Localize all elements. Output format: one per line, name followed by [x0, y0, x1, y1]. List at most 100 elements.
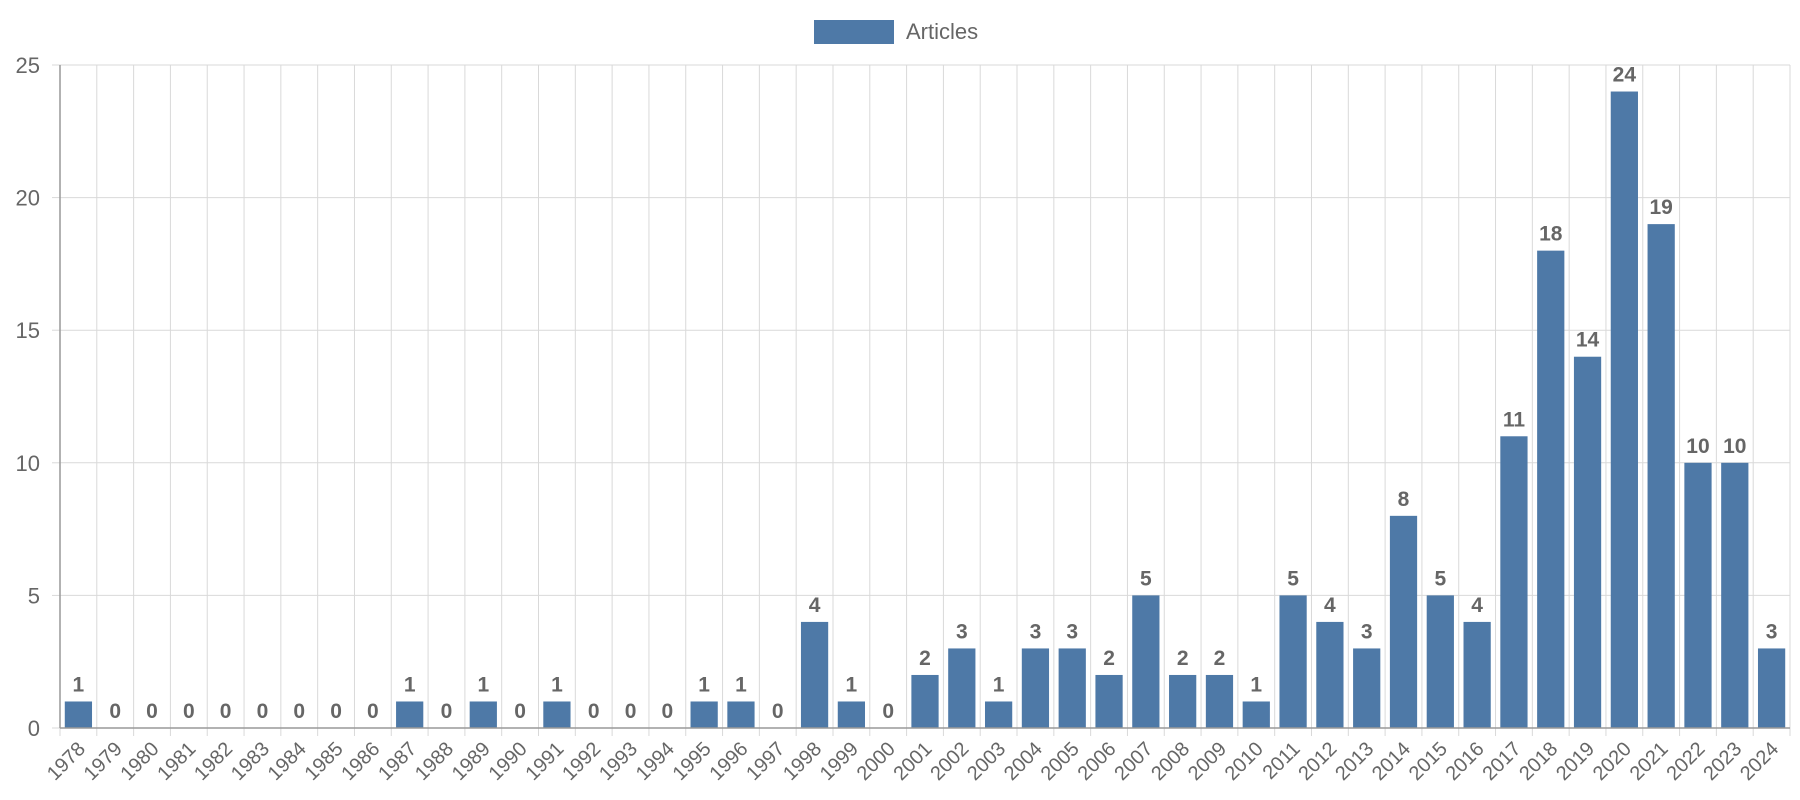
data-label-2013: 3	[1361, 620, 1373, 643]
x-tick-label-1985: 1985	[301, 738, 348, 785]
x-tick-label-2006: 2006	[1074, 738, 1121, 785]
bar-2011	[1279, 595, 1307, 728]
data-label-2004: 3	[1030, 620, 1042, 643]
x-tick-label-1986: 1986	[337, 738, 384, 785]
x-tick-label-1991: 1991	[521, 738, 568, 785]
data-label-2019: 14	[1576, 329, 1600, 352]
bar-2024	[1757, 648, 1786, 728]
data-label-1994: 0	[661, 700, 673, 723]
bar-2009	[1205, 674, 1234, 728]
bar-2003	[984, 701, 1013, 728]
data-label-1997: 0	[772, 700, 784, 723]
x-tick-label-1994: 1994	[632, 738, 679, 785]
x-tick-label-1983: 1983	[227, 738, 274, 785]
x-tick-label-2005: 2005	[1037, 738, 1084, 785]
bar-2004	[1021, 648, 1050, 728]
data-label-1990: 0	[514, 700, 526, 723]
legend-swatch-articles	[814, 20, 894, 44]
bar-2020	[1610, 91, 1638, 728]
data-label-2024: 3	[1766, 620, 1778, 643]
data-label-2018: 18	[1539, 223, 1563, 246]
x-tick-label-1984: 1984	[264, 738, 311, 785]
bar-2012	[1316, 621, 1344, 728]
data-label-2000: 0	[882, 700, 894, 723]
axes	[52, 64, 1790, 729]
data-label-1987: 1	[404, 673, 416, 696]
x-tick-label-2008: 2008	[1147, 738, 1194, 785]
data-label-2010: 1	[1250, 673, 1262, 696]
data-label-2015: 5	[1434, 567, 1446, 590]
x-tick-label-1995: 1995	[669, 738, 716, 785]
x-tick-label-2010: 2010	[1221, 738, 1268, 785]
bar-1978	[64, 701, 93, 728]
bar-2005	[1058, 648, 1086, 728]
x-tick-label-1998: 1998	[779, 738, 826, 785]
x-tick-label-2012: 2012	[1294, 738, 1341, 785]
x-tick-label-2015: 2015	[1405, 738, 1452, 785]
x-tick-label-1987: 1987	[374, 738, 421, 785]
bar-2022	[1684, 462, 1712, 728]
x-tick-label-2019: 2019	[1552, 738, 1599, 785]
data-label-1983: 0	[257, 700, 269, 723]
x-tick-label-2013: 2013	[1331, 738, 1378, 785]
data-label-2021: 19	[1649, 196, 1672, 219]
bar-2015	[1426, 595, 1454, 728]
data-label-1995: 1	[698, 673, 710, 696]
bar-1998	[800, 621, 829, 728]
data-label-2016: 4	[1471, 594, 1483, 617]
x-tick-label-2017: 2017	[1478, 738, 1525, 785]
x-tick-label-2009: 2009	[1184, 738, 1231, 785]
x-tick-label-1979: 1979	[80, 738, 127, 785]
x-tick-label-1992: 1992	[558, 738, 605, 785]
bars	[64, 91, 1786, 728]
bar-2021	[1647, 224, 1675, 728]
bar-1995	[690, 701, 718, 728]
x-tick-label-1996: 1996	[705, 738, 752, 785]
bar-1991	[543, 701, 571, 728]
x-tick-label-2023: 2023	[1699, 738, 1746, 785]
x-tick-label-2004: 2004	[1000, 738, 1047, 785]
x-tick-label-2003: 2003	[963, 738, 1010, 785]
bar-2002	[948, 648, 976, 728]
data-label-1991: 1	[551, 673, 563, 696]
x-tick-label-2014: 2014	[1368, 738, 1415, 785]
data-label-2014: 8	[1398, 488, 1410, 511]
bar-1999	[837, 701, 866, 728]
bar-2013	[1353, 648, 1381, 728]
legend-label-articles: Articles	[906, 19, 978, 44]
data-label-1992: 0	[588, 700, 600, 723]
bar-2016	[1463, 621, 1491, 728]
data-label-1993: 0	[625, 700, 637, 723]
data-label-2020: 24	[1613, 64, 1637, 87]
bar-2018	[1537, 250, 1565, 728]
y-tick-label: 15	[16, 318, 40, 343]
data-label-2003: 1	[993, 673, 1005, 696]
x-tick-label-2020: 2020	[1589, 738, 1636, 785]
data-label-2005: 3	[1066, 620, 1078, 643]
x-tick-label-2002: 2002	[926, 738, 973, 785]
x-tick-label-1999: 1999	[816, 738, 863, 785]
x-tick-label-1978: 1978	[43, 738, 90, 785]
data-label-1986: 0	[367, 700, 379, 723]
data-label-1978: 1	[73, 673, 85, 696]
x-tick-label-2000: 2000	[853, 738, 900, 785]
bar-1987	[396, 701, 424, 728]
data-label-1989: 1	[477, 673, 489, 696]
x-tick-label-1980: 1980	[117, 738, 164, 785]
x-tick-label-1993: 1993	[595, 738, 642, 785]
x-tick-label-1990: 1990	[485, 738, 532, 785]
data-label-1984: 0	[293, 700, 305, 723]
y-axis-ticks: 0 5 10 15 20 25	[16, 53, 40, 741]
data-label-1988: 0	[441, 700, 453, 723]
bar-2008	[1169, 674, 1197, 728]
grid-lines	[59, 64, 1791, 736]
bar-2010	[1242, 701, 1270, 728]
x-tick-label-1981: 1981	[153, 738, 200, 785]
bar-1996	[727, 701, 755, 728]
y-tick-label: 10	[16, 451, 40, 476]
data-label-2012: 4	[1324, 594, 1336, 617]
data-label-1985: 0	[330, 700, 342, 723]
x-tick-label-1982: 1982	[190, 738, 237, 785]
y-tick-label: 5	[28, 583, 40, 608]
